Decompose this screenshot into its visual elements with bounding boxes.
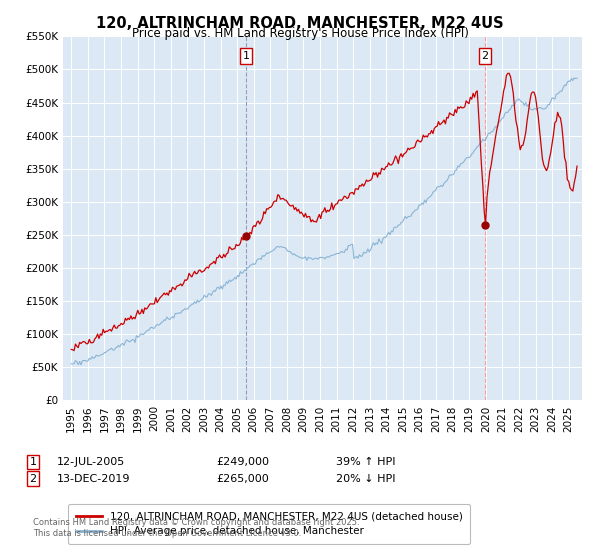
Text: £249,000: £249,000 (216, 457, 269, 467)
Text: 12-JUL-2005: 12-JUL-2005 (57, 457, 125, 467)
Text: Contains HM Land Registry data © Crown copyright and database right 2025.
This d: Contains HM Land Registry data © Crown c… (33, 518, 359, 538)
Text: 1: 1 (29, 457, 37, 467)
Text: 2: 2 (481, 52, 488, 61)
Text: 2: 2 (29, 474, 37, 484)
Text: 1: 1 (242, 52, 250, 61)
Text: 13-DEC-2019: 13-DEC-2019 (57, 474, 131, 484)
Text: 120, ALTRINCHAM ROAD, MANCHESTER, M22 4US: 120, ALTRINCHAM ROAD, MANCHESTER, M22 4U… (96, 16, 504, 31)
Text: 20% ↓ HPI: 20% ↓ HPI (336, 474, 395, 484)
Legend: 120, ALTRINCHAM ROAD, MANCHESTER, M22 4US (detached house), HPI: Average price, : 120, ALTRINCHAM ROAD, MANCHESTER, M22 4U… (68, 504, 470, 544)
Text: £265,000: £265,000 (216, 474, 269, 484)
Text: 39% ↑ HPI: 39% ↑ HPI (336, 457, 395, 467)
Text: Price paid vs. HM Land Registry's House Price Index (HPI): Price paid vs. HM Land Registry's House … (131, 27, 469, 40)
